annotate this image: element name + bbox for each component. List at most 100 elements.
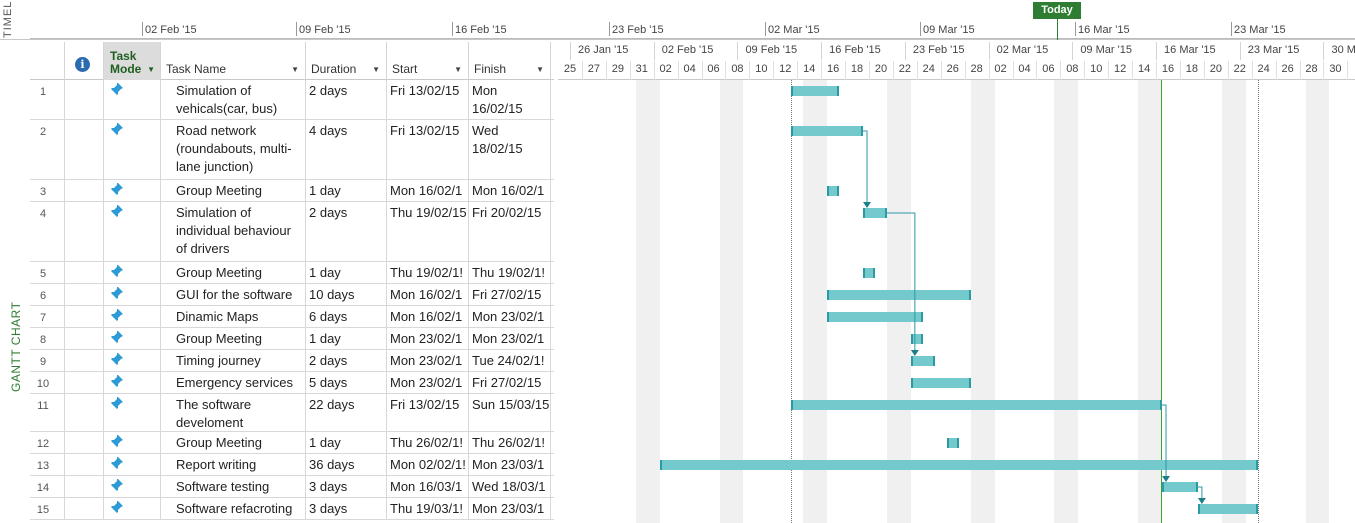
task-mode-cell[interactable] — [104, 120, 161, 179]
chevron-down-icon[interactable]: ▼ — [454, 65, 462, 74]
header-indicators[interactable]: i — [65, 42, 104, 80]
finish-cell[interactable]: Wed 18/03/1 — [469, 476, 551, 497]
task-mode-cell[interactable] — [104, 284, 161, 305]
header-finish[interactable]: Finish ▼ — [469, 42, 551, 80]
duration-cell[interactable]: 1 day — [306, 432, 387, 453]
task-mode-cell[interactable] — [104, 202, 161, 261]
table-row[interactable]: 9 Timing journey 2 days Mon 23/02/1 Tue 24/0… — [30, 350, 554, 372]
row-id[interactable]: 9 — [30, 350, 65, 371]
start-cell[interactable]: Thu 19/02/15 — [387, 202, 469, 261]
task-bar[interactable] — [946, 438, 959, 448]
chevron-down-icon[interactable]: ▼ — [372, 65, 380, 74]
chevron-down-icon[interactable]: ▼ — [147, 65, 155, 74]
row-id[interactable]: 5 — [30, 262, 65, 283]
start-cell[interactable]: Thu 19/03/1! — [387, 498, 469, 519]
duration-cell[interactable]: 22 days — [306, 394, 387, 431]
task-mode-cell[interactable] — [104, 432, 161, 453]
row-id[interactable]: 10 — [30, 372, 65, 393]
task-name-cell[interactable]: Report writing — [161, 454, 306, 475]
start-cell[interactable]: Mon 23/02/1 — [387, 372, 469, 393]
task-bar[interactable] — [659, 460, 1258, 470]
task-mode-cell[interactable] — [104, 180, 161, 201]
table-row[interactable]: 12 Group Meeting 1 day Thu 26/02/1! Thu 26/0… — [30, 432, 554, 454]
table-row[interactable]: 3 Group Meeting 1 day Mon 16/02/1 Mon 16/02/… — [30, 180, 554, 202]
task-name-cell[interactable]: The software develoment — [161, 394, 306, 431]
task-bar[interactable] — [910, 334, 923, 344]
gantt-chart-body[interactable] — [558, 80, 1355, 523]
header-task-name[interactable]: Task Name ▼ — [161, 42, 306, 80]
finish-cell[interactable]: Mon 23/02/1 — [469, 306, 551, 327]
row-id[interactable]: 14 — [30, 476, 65, 497]
finish-cell[interactable]: Mon 23/03/1 — [469, 498, 551, 519]
finish-cell[interactable]: Tue 24/02/1! — [469, 350, 551, 371]
header-task-mode[interactable]: Task Mode ▼ — [104, 42, 161, 80]
task-name-cell[interactable]: Group Meeting — [161, 180, 306, 201]
task-name-cell[interactable]: GUI for the software — [161, 284, 306, 305]
table-row[interactable]: 1 Simulation of vehicals(car, bus) 2 days F… — [30, 80, 554, 120]
start-cell[interactable]: Mon 16/02/1 — [387, 306, 469, 327]
task-mode-cell[interactable] — [104, 476, 161, 497]
table-row[interactable]: 2 Road network (roundabouts, multi-lane j… — [30, 120, 554, 180]
start-cell[interactable]: Fri 13/02/15 — [387, 120, 469, 179]
task-mode-cell[interactable] — [104, 328, 161, 349]
table-row[interactable]: 7 Dinamic Maps 6 days Mon 16/02/1 Mon 23/02/… — [30, 306, 554, 328]
task-bar[interactable] — [863, 208, 887, 218]
gantt-chart[interactable]: 26 Jan '15 02 Feb '15 09 Feb '15 16 Feb '15… — [558, 42, 1355, 523]
table-row[interactable]: 15 Software refacroting 3 days Thu 19/03/1!… — [30, 498, 554, 520]
task-mode-cell[interactable] — [104, 498, 161, 519]
row-id[interactable]: 15 — [30, 498, 65, 519]
task-bar[interactable] — [827, 186, 840, 196]
start-cell[interactable]: Mon 16/02/1 — [387, 284, 469, 305]
task-name-cell[interactable]: Road network (roundabouts, multi-lane ju… — [161, 120, 306, 179]
start-cell[interactable]: Thu 19/02/1! — [387, 262, 469, 283]
duration-cell[interactable]: 1 day — [306, 262, 387, 283]
start-cell[interactable]: Mon 23/02/1 — [387, 350, 469, 371]
task-name-cell[interactable]: Software testing — [161, 476, 306, 497]
finish-cell[interactable]: Mon 23/03/1 — [469, 454, 551, 475]
start-cell[interactable]: Mon 16/02/1 — [387, 180, 469, 201]
duration-cell[interactable]: 3 days — [306, 476, 387, 497]
task-name-cell[interactable]: Group Meeting — [161, 262, 306, 283]
finish-cell[interactable]: Sun 15/03/15 — [469, 394, 551, 431]
view-bar-label[interactable]: GANTT CHART — [9, 301, 23, 392]
duration-cell[interactable]: 5 days — [306, 372, 387, 393]
duration-cell[interactable]: 4 days — [306, 120, 387, 179]
duration-cell[interactable]: 2 days — [306, 202, 387, 261]
task-name-cell[interactable]: Simulation of individual behaviour of dr… — [161, 202, 306, 261]
table-row[interactable]: 10 Emergency services 5 days Mon 23/02/1 Fri… — [30, 372, 554, 394]
chevron-down-icon[interactable]: ▼ — [291, 65, 299, 74]
task-mode-cell[interactable] — [104, 80, 161, 119]
task-mode-cell[interactable] — [104, 306, 161, 327]
duration-cell[interactable]: 2 days — [306, 350, 387, 371]
start-cell[interactable]: Mon 02/02/1! — [387, 454, 469, 475]
table-row[interactable]: 13 Report writing 36 days Mon 02/02/1! Mon 2… — [30, 454, 554, 476]
task-bar[interactable] — [910, 356, 935, 366]
table-row[interactable]: 8 Group Meeting 1 day Mon 23/02/1 Mon 23/02/… — [30, 328, 554, 350]
task-bar[interactable] — [863, 268, 875, 278]
finish-cell[interactable]: Fri 27/02/15 — [469, 372, 551, 393]
task-sheet[interactable]: i Task Mode ▼ Task Name ▼ Duration ▼ Start ▼… — [30, 42, 554, 523]
duration-cell[interactable]: 3 days — [306, 498, 387, 519]
row-id[interactable]: 7 — [30, 306, 65, 327]
finish-cell[interactable]: Mon 16/02/15 — [469, 80, 551, 119]
task-mode-cell[interactable] — [104, 454, 161, 475]
row-id[interactable]: 3 — [30, 180, 65, 201]
task-name-cell[interactable]: Simulation of vehicals(car, bus) — [161, 80, 306, 119]
finish-cell[interactable]: Thu 19/02/1! — [469, 262, 551, 283]
header-duration[interactable]: Duration ▼ — [306, 42, 387, 80]
table-row[interactable]: 11 The software develoment 22 days Fri 13/0… — [30, 394, 554, 432]
table-row[interactable]: 5 Group Meeting 1 day Thu 19/02/1! Thu 19/02… — [30, 262, 554, 284]
duration-cell[interactable]: 2 days — [306, 80, 387, 119]
task-bar[interactable] — [791, 86, 840, 96]
task-name-cell[interactable]: Group Meeting — [161, 328, 306, 349]
row-id[interactable]: 2 — [30, 120, 65, 179]
row-id[interactable]: 8 — [30, 328, 65, 349]
table-row[interactable]: 14 Software testing 3 days Mon 16/03/1 Wed 1… — [30, 476, 554, 498]
task-name-cell[interactable]: Dinamic Maps — [161, 306, 306, 327]
task-name-cell[interactable]: Timing journey — [161, 350, 306, 371]
row-id[interactable]: 13 — [30, 454, 65, 475]
finish-cell[interactable]: Wed 18/02/15 — [469, 120, 551, 179]
table-row[interactable]: 4 Simulation of individual behaviour of d… — [30, 202, 554, 262]
duration-cell[interactable]: 6 days — [306, 306, 387, 327]
task-bar[interactable] — [827, 290, 971, 300]
